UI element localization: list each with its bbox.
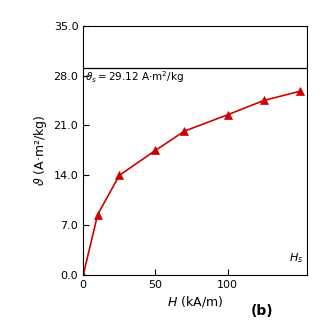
Text: (b): (b): [251, 304, 274, 318]
X-axis label: $H$ (kA/m): $H$ (kA/m): [167, 294, 223, 309]
Y-axis label: $\vartheta$ (A·m²/kg): $\vartheta$ (A·m²/kg): [32, 115, 49, 186]
Text: $H_s$: $H_s$: [289, 251, 303, 265]
Text: $\vartheta_s = 29.12\ \mathrm{A{\cdot}m^2/kg}$: $\vartheta_s = 29.12\ \mathrm{A{\cdot}m^…: [85, 70, 184, 85]
